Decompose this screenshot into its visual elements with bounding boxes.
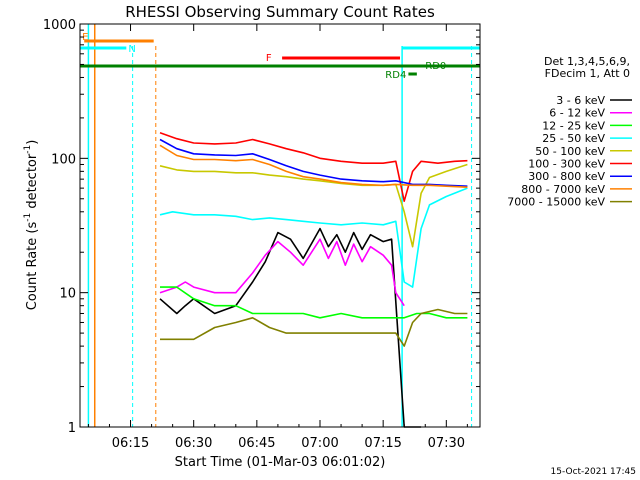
timestamp-annotation: 15-Oct-2021 17:45 [551,467,636,477]
y-tick-label-1: 10 [59,287,76,302]
series-line-6 [159,132,468,202]
y-tick-label-2: 100 [51,152,76,167]
flag-bars: F RD0 RD4 N E [80,32,480,81]
y-axis-label-sup2: -1 [23,145,33,154]
y-tick-label-0: 1 [68,421,76,436]
legend-label-4: 25 - 50 keV [542,132,605,145]
flag-label-rd4: RD4 [385,70,406,81]
legend-label-1: 3 - 6 keV [556,94,605,107]
series-line-3 [160,286,468,319]
series-line-8 [159,144,468,188]
legend-label-6: 100 - 300 keV [528,158,605,171]
y-axis-label-main: Count Rate (s [25,222,40,311]
x-tick-label-5: 07:30 [428,436,465,451]
legend: Det 1,3,4,5,6,9,FDecim 1, Att 0 3 - 6 keV… [507,55,632,209]
legend-header-1: FDecim 1, Att 0 [545,67,630,80]
series-line-4 [159,187,468,288]
flag-label-n: N [128,44,135,55]
y-axis-label: Count Rate (s-1 detector-1) [23,140,40,311]
series-line-9 [160,308,468,347]
chart-title: RHESSI Observing Summary Count Rates [125,3,435,21]
series-line-5 [159,163,468,248]
legend-label-5: 50 - 100 keV [535,145,605,158]
x-axis-label: Start Time (01-Mar-03 06:01:02) [175,455,386,470]
y-axis-ticks: 1 10 100 1000 [43,18,480,436]
series-lines [159,132,468,428]
legend-header-0: Det 1,3,4,5,6,9, [544,55,630,68]
legend-label-8: 800 - 7000 keV [521,183,605,196]
x-tick-label-2: 06:45 [238,436,275,451]
y-axis-label-end: ) [25,140,40,145]
y-axis-label-mid: detector [25,153,40,213]
x-axis-ticks: 06:15 06:30 06:45 07:00 07:15 07:30 [87,24,468,451]
shading-markers [87,24,473,427]
legend-label-9: 7000 - 15000 keV [507,196,605,209]
y-tick-label-3: 1000 [43,18,76,33]
flag-label-e: E [82,32,88,43]
x-tick-label-4: 07:15 [364,436,401,451]
x-tick-label-0: 06:15 [112,436,149,451]
x-tick-label-3: 07:00 [301,436,338,451]
x-tick-label-1: 06:30 [175,436,212,451]
flag-label-rd0: RD0 [425,61,446,72]
legend-label-3: 12 - 25 keV [542,119,605,132]
legend-label-7: 300 - 800 keV [528,170,605,183]
legend-label-2: 6 - 12 keV [549,107,605,120]
plot-frame [79,23,481,428]
flag-label-f: F [266,53,272,64]
series-line-1 [159,227,422,428]
series-line-2 [159,238,405,307]
y-axis-label-sup1: -1 [23,213,33,222]
series-line-7 [159,138,468,187]
